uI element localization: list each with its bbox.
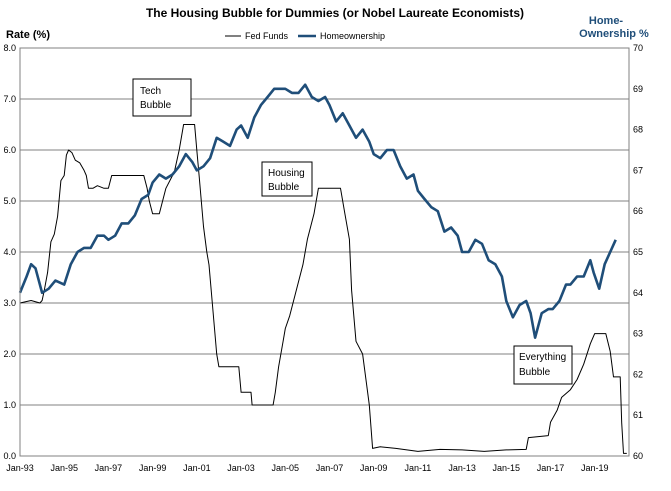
- right-tick-label: 61: [633, 410, 643, 420]
- annotation-box: [513, 345, 573, 385]
- series-lines: [18, 83, 627, 454]
- x-tick-label: Jan-05: [271, 463, 299, 473]
- annotation-line: Tech: [140, 86, 161, 97]
- left-tick-label: 8.0: [3, 43, 16, 53]
- x-tick-label: Jan-09: [360, 463, 388, 473]
- right-tick-label: 69: [633, 84, 643, 94]
- right-tick-label: 63: [633, 329, 643, 339]
- legend-label-fed-funds: Fed Funds: [245, 31, 289, 41]
- right-tick-label: 64: [633, 288, 643, 298]
- left-tick-label: 0.0: [3, 451, 16, 461]
- annotation-line: Bubble: [519, 367, 551, 378]
- left-tick-label: 6.0: [3, 145, 16, 155]
- annotation-box: [132, 78, 192, 117]
- left-axis-title: Rate (%): [6, 29, 50, 41]
- right-tick-label: 67: [633, 165, 643, 175]
- series-line-homeownership: [18, 83, 617, 340]
- annotation-line: Bubble: [140, 100, 172, 111]
- x-tick-label: Jan-01: [183, 463, 211, 473]
- x-tick-label: Jan-17: [537, 463, 565, 473]
- legend: Fed Funds Homeownership: [225, 31, 385, 41]
- right-tick-label: 68: [633, 125, 643, 135]
- left-tick-label: 7.0: [3, 94, 16, 104]
- plot-area-border: [19, 47, 630, 457]
- right-axis-title-line1: Home-: [589, 15, 624, 27]
- annotation-everything-bubble: Everything Bubble: [513, 345, 573, 385]
- x-tick-label: Jan-93: [6, 463, 34, 473]
- x-tick-label: Jan-11: [404, 463, 431, 473]
- x-tick-label: Jan-95: [50, 463, 78, 473]
- left-tick-label: 1.0: [3, 400, 16, 410]
- legend-label-homeownership: Homeownership: [320, 31, 385, 41]
- x-tick-label: Jan-99: [139, 463, 167, 473]
- left-tick-label: 2.0: [3, 349, 16, 359]
- series-line-fed-funds: [19, 124, 627, 454]
- right-tick-label: 62: [633, 369, 643, 379]
- x-axis-ticks: Jan-93 Jan-95 Jan-97 Jan-99 Jan-01 Jan-03 Jan-…: [6, 463, 608, 473]
- gridlines: [20, 98, 629, 406]
- right-axis-title-line2: Ownership %: [579, 28, 649, 40]
- x-tick-label: Jan-97: [95, 463, 123, 473]
- chart-title: The Housing Bubble for Dummies (or Nobel…: [146, 6, 524, 20]
- annotation-line: Housing: [268, 168, 305, 179]
- annotation-tech-bubble: Tech Bubble: [132, 78, 192, 117]
- left-axis-ticks: 0.0 1.0 2.0 3.0 4.0 5.0 6.0 7.0 8.0: [3, 43, 16, 461]
- annotation-line: Everything: [519, 352, 566, 363]
- left-tick-label: 5.0: [3, 196, 16, 206]
- x-tick-label: Jan-15: [493, 463, 521, 473]
- left-tick-label: 4.0: [3, 247, 16, 257]
- annotation-box: [261, 161, 313, 197]
- right-tick-label: 65: [633, 247, 643, 257]
- x-tick-label: Jan-03: [227, 463, 255, 473]
- left-tick-label: 3.0: [3, 298, 16, 308]
- annotation-housing-bubble: Housing Bubble: [261, 161, 313, 197]
- right-tick-label: 70: [633, 43, 643, 53]
- x-tick-label: Jan-07: [316, 463, 344, 473]
- x-tick-label: Jan-19: [581, 463, 609, 473]
- annotation-line: Bubble: [268, 182, 300, 193]
- x-tick-label: Jan-13: [448, 463, 476, 473]
- right-tick-label: 66: [633, 206, 643, 216]
- right-tick-label: 60: [633, 451, 643, 461]
- right-axis-ticks: 60 61 62 63 64 65 66 67 68 69 70: [633, 43, 643, 461]
